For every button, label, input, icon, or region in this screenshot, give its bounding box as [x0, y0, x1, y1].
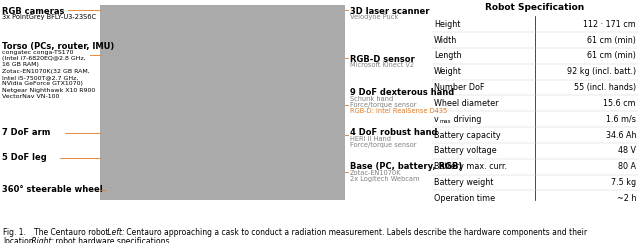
Text: Right:: Right: [29, 237, 54, 243]
Text: RGB cameras: RGB cameras [2, 7, 65, 16]
Text: RGB-D sensor: RGB-D sensor [350, 55, 415, 64]
Text: congatec conga-TS170: congatec conga-TS170 [2, 50, 74, 55]
Text: location.: location. [3, 237, 36, 243]
Text: Left:: Left: [101, 228, 125, 237]
Text: Fig. 1.: Fig. 1. [3, 228, 26, 237]
Text: 16 GB RAM): 16 GB RAM) [2, 62, 39, 67]
Text: Force/torque sensor: Force/torque sensor [350, 102, 417, 108]
Text: RGB-D: Intel RealSense D435: RGB-D: Intel RealSense D435 [350, 108, 447, 114]
Text: Intel i5-7500T@2.7 GHz,: Intel i5-7500T@2.7 GHz, [2, 75, 78, 80]
Text: 360° steerable wheel: 360° steerable wheel [2, 185, 103, 194]
Text: 48 V: 48 V [618, 146, 636, 155]
Text: (Intel i7-6820EQ@2.8 GHz,: (Intel i7-6820EQ@2.8 GHz, [2, 56, 86, 61]
Text: 112 · 171 cm: 112 · 171 cm [583, 20, 636, 29]
Text: Base (PC, battery, RGB): Base (PC, battery, RGB) [350, 162, 462, 171]
Text: Battery weight: Battery weight [434, 178, 493, 187]
Text: ~2 h: ~2 h [616, 194, 636, 203]
Text: 4 DoF robust hand: 4 DoF robust hand [350, 128, 438, 137]
Text: VectorNav VN-100: VectorNav VN-100 [2, 94, 60, 99]
Text: The Centauro robot.: The Centauro robot. [34, 228, 111, 237]
Text: Length: Length [434, 51, 461, 60]
Text: Battery capacity: Battery capacity [434, 130, 500, 139]
Text: 61 cm (min): 61 cm (min) [587, 35, 636, 44]
Text: Wheel diameter: Wheel diameter [434, 99, 499, 108]
Text: Velodyne Puck: Velodyne Puck [350, 14, 398, 20]
Text: max: max [440, 119, 452, 124]
Text: Height: Height [434, 20, 460, 29]
Text: Robot Specification: Robot Specification [485, 3, 584, 12]
Text: 3D laser scanner: 3D laser scanner [350, 7, 429, 16]
Text: Zotac-EN1070K(32 GB RAM,: Zotac-EN1070K(32 GB RAM, [2, 69, 90, 74]
Text: NVidia GeForce GTX1070): NVidia GeForce GTX1070) [2, 81, 83, 86]
Text: Schunk hand: Schunk hand [350, 96, 393, 102]
Text: 7 DoF arm: 7 DoF arm [2, 128, 51, 137]
Text: Width: Width [434, 35, 457, 44]
Text: 80 A: 80 A [618, 162, 636, 171]
Text: Operation time: Operation time [434, 194, 495, 203]
Text: 7.5 kg: 7.5 kg [611, 178, 636, 187]
Text: v: v [434, 115, 439, 124]
Text: 34.6 Ah: 34.6 Ah [605, 130, 636, 139]
Text: Torso (PCs, router, IMU): Torso (PCs, router, IMU) [2, 42, 115, 51]
Text: Weight: Weight [434, 67, 462, 76]
Bar [100, 5, 345, 200]
Text: Battery max. curr.: Battery max. curr. [434, 162, 507, 171]
Text: Zotac-EN1070K: Zotac-EN1070K [350, 170, 401, 176]
Text: Battery voltage: Battery voltage [434, 146, 497, 155]
Text: 3x PointGrey BFLY-U3-23S6C: 3x PointGrey BFLY-U3-23S6C [2, 14, 96, 20]
Text: Force/torque sensor: Force/torque sensor [350, 142, 417, 148]
Text: 9 DoF dexterous hand: 9 DoF dexterous hand [350, 88, 454, 97]
Text: robot hardware specifications.: robot hardware specifications. [53, 237, 172, 243]
Text: 1.6 m/s: 1.6 m/s [606, 115, 636, 124]
Text: HERI II Hand: HERI II Hand [350, 136, 391, 142]
Text: Microsoft Kinect V2: Microsoft Kinect V2 [350, 62, 414, 68]
Text: 15.6 cm: 15.6 cm [604, 99, 636, 108]
Text: Centauro approaching a cask to conduct a radiation measurement. Labels describe : Centauro approaching a cask to conduct a… [124, 228, 587, 237]
Text: 55 (incl. hands): 55 (incl. hands) [574, 83, 636, 92]
Text: 92 kg (incl. batt.): 92 kg (incl. batt.) [567, 67, 636, 76]
Text: 61 cm (min): 61 cm (min) [587, 51, 636, 60]
Text: Number DoF: Number DoF [434, 83, 484, 92]
Text: 2x Logitech Webcam: 2x Logitech Webcam [350, 176, 419, 182]
Text: 5 DoF leg: 5 DoF leg [2, 153, 47, 162]
Text: Netgear Nighthawk X10 R900: Netgear Nighthawk X10 R900 [2, 88, 95, 93]
Text: driving: driving [451, 115, 481, 124]
